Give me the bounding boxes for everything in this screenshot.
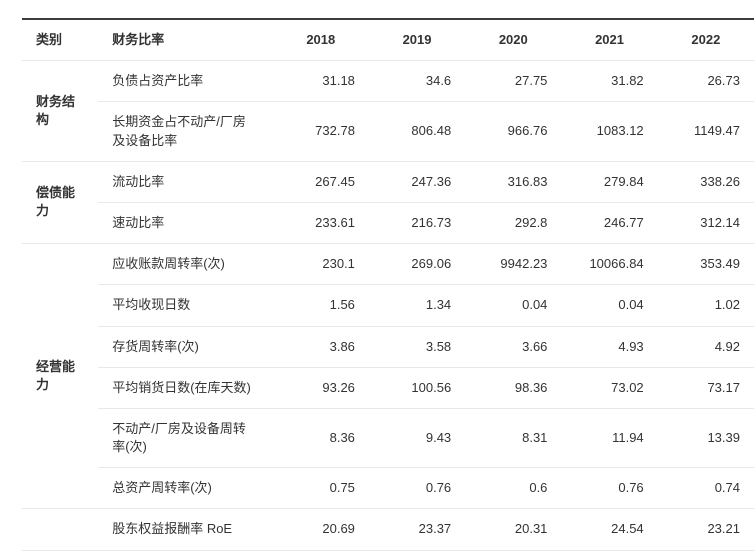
year-value-cell: 4.92: [657, 326, 754, 368]
year-value-cell: 31.82: [561, 60, 658, 103]
ratio-label-cell: 总资产周转率(次): [98, 467, 273, 510]
year-value-cell: 73.02: [561, 367, 658, 409]
year-value-cell: 316.83: [465, 161, 562, 203]
year-value-cell: 353.49: [657, 243, 754, 286]
year-value-cell: 20.31: [465, 508, 562, 551]
table-row: 经营能力 应收账款周转率(次) 230.1 269.06 9942.23 10066.84…: [22, 243, 754, 510]
ratio-label-cell: 速动比率: [98, 202, 273, 245]
year-value-cell: 34.6: [368, 60, 466, 103]
header-year: 2021: [561, 19, 658, 62]
year-value-cell: 966.76: [465, 101, 562, 162]
year-value-cell: 13.39: [657, 408, 754, 469]
year-value-cell: 0.04: [561, 284, 658, 327]
category-cell: 偿债能力: [22, 161, 99, 245]
year-value-cell: 10066.84: [561, 243, 658, 286]
year-value-cell: 1.56: [272, 284, 369, 327]
table-row: 偿债能力 流动比率 267.45 247.36 316.83 279.84 338.26: [22, 161, 754, 245]
header-year: 2018: [272, 19, 369, 62]
table-row: 长期资金占不动产/厂房及设备比率 732.78 806.48 966.76 1083.1…: [22, 101, 754, 162]
header-row: 类别 财务比率 2018 2019 2020 2021 2022: [22, 19, 754, 62]
ratio-label-cell: 应收账款周转率(次): [98, 243, 273, 286]
year-value-cell: 31.18: [272, 60, 369, 103]
year-value-cell: 26.73: [657, 60, 754, 103]
year-value-cell: 338.26: [657, 161, 754, 203]
year-value-cell: 732.78: [272, 101, 369, 162]
ratio-label-cell: 股东权益报酬率 RoE: [98, 508, 273, 551]
ratio-label-cell: 长期资金占不动产/厂房及设备比率: [98, 101, 273, 162]
year-value-cell: 247.36: [368, 161, 466, 203]
table-row: 不动产/厂房及设备周转率(次) 8.36 9.43 8.31 11.94 13.39: [22, 408, 754, 469]
year-value-cell: 11.94: [561, 408, 658, 469]
header-ratio: 财务比率: [98, 19, 273, 62]
year-value-cell: 246.77: [561, 202, 658, 245]
year-value-cell: 3.86: [272, 326, 369, 368]
year-value-cell: 269.06: [368, 243, 466, 286]
year-value-cell: 0.04: [465, 284, 562, 327]
table-row: 平均收现日数 1.56 1.34 0.04 0.04 1.02: [22, 284, 754, 327]
year-value-cell: 233.61: [272, 202, 369, 245]
year-value-cell: 1149.47: [657, 101, 754, 162]
ratio-label-cell: 负债占资产比率: [98, 60, 273, 103]
year-value-cell: 0.74: [657, 467, 754, 510]
category-cell: [22, 508, 99, 551]
category-cell: 经营能力: [22, 243, 99, 510]
year-value-cell: 100.56: [368, 367, 466, 409]
year-value-cell: 230.1: [272, 243, 369, 286]
year-value-cell: 267.45: [272, 161, 369, 203]
year-value-cell: 20.69: [272, 508, 369, 551]
year-value-cell: 9942.23: [465, 243, 562, 286]
year-value-cell: 8.31: [465, 408, 562, 469]
year-value-cell: 216.73: [368, 202, 466, 245]
header-year: 2020: [465, 19, 562, 62]
ratio-label-cell: 不动产/厂房及设备周转率(次): [98, 408, 273, 469]
year-value-cell: 4.93: [561, 326, 658, 368]
year-value-cell: 0.75: [272, 467, 369, 510]
year-value-cell: 279.84: [561, 161, 658, 203]
table-row: 股东权益报酬率 RoE 20.69 23.37 20.31 24.54 23.21: [22, 508, 754, 551]
year-value-cell: 98.36: [465, 367, 562, 409]
year-value-cell: 312.14: [657, 202, 754, 245]
year-value-cell: 93.26: [272, 367, 369, 409]
year-value-cell: 806.48: [368, 101, 466, 162]
table-header: 类别 财务比率 2018 2019 2020 2021 2022: [22, 19, 754, 62]
ratio-label-cell: 平均销货日数(在库天数): [98, 367, 273, 409]
year-value-cell: 24.54: [561, 508, 658, 551]
financial-ratios-table: 类别 财务比率 2018 2019 2020 2021 2022 财务结构 负债占资产比率 31…: [22, 18, 754, 551]
year-value-cell: 1083.12: [561, 101, 658, 162]
table-row: 存货周转率(次) 3.86 3.58 3.66 4.93 4.92: [22, 326, 754, 368]
year-value-cell: 23.37: [368, 508, 466, 551]
year-value-cell: 3.58: [368, 326, 466, 368]
year-value-cell: 9.43: [368, 408, 466, 469]
year-value-cell: 3.66: [465, 326, 562, 368]
table-row: 财务结构 负债占资产比率 31.18 34.6 27.75 31.82 26.73: [22, 60, 754, 162]
header-category: 类别: [22, 19, 99, 62]
ratio-label-cell: 存货周转率(次): [98, 326, 273, 368]
year-value-cell: 27.75: [465, 60, 562, 103]
table-row: 速动比率 233.61 216.73 292.8 246.77 312.14: [22, 202, 754, 245]
ratio-label-cell: 流动比率: [98, 161, 273, 203]
year-value-cell: 1.02: [657, 284, 754, 327]
table-body: 财务结构 负债占资产比率 31.18 34.6 27.75 31.82 26.73 长期资金占…: [22, 60, 754, 551]
year-value-cell: 1.34: [368, 284, 466, 327]
header-year: 2022: [657, 19, 754, 62]
table-row: 总资产周转率(次) 0.75 0.76 0.6 0.76 0.74: [22, 467, 754, 510]
header-year: 2019: [368, 19, 466, 62]
year-value-cell: 292.8: [465, 202, 562, 245]
year-value-cell: 73.17: [657, 367, 754, 409]
year-value-cell: 0.76: [561, 467, 658, 510]
year-value-cell: 8.36: [272, 408, 369, 469]
category-cell: 财务结构: [22, 60, 99, 162]
year-value-cell: 0.76: [368, 467, 466, 510]
year-value-cell: 0.6: [465, 467, 562, 510]
ratio-label-cell: 平均收现日数: [98, 284, 273, 327]
table-row: 平均销货日数(在库天数) 93.26 100.56 98.36 73.02 73.17: [22, 367, 754, 409]
year-value-cell: 23.21: [657, 508, 754, 551]
